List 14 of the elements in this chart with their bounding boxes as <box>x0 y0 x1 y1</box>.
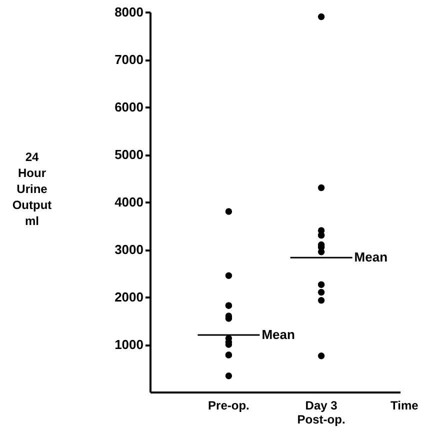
annotation: Mean <box>262 327 295 342</box>
x-tick-label: Day 3 Post-op. <box>297 398 346 426</box>
y-tick-label: 8000 <box>114 4 144 20</box>
y-tick-label: 5000 <box>114 147 144 162</box>
y-tick-label: 1000 <box>114 337 144 352</box>
y-tick-label: 2000 <box>114 290 144 304</box>
x-tick-label: Pre-op. <box>208 398 250 412</box>
y-tick-label: 4000 <box>114 194 144 210</box>
text: 24 Hour Urine Output ml <box>12 150 52 228</box>
x-axis-title: Time <box>390 398 419 412</box>
y-tick-label: 7000 <box>114 52 144 67</box>
y-tick-label: 6000 <box>114 100 144 114</box>
annotation: Mean <box>354 250 388 265</box>
y-tick-label: 3000 <box>114 242 144 257</box>
